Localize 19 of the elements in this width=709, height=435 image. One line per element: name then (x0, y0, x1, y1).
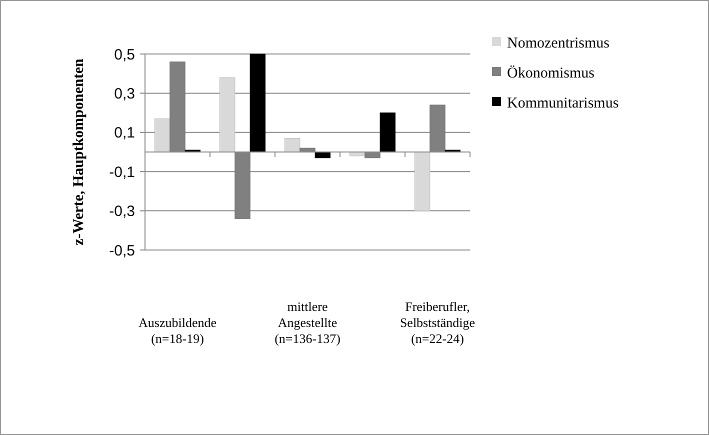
y-tick-label: -0,3 (109, 203, 135, 220)
y-tick-label: 0,5 (114, 46, 135, 64)
bar (220, 77, 236, 152)
bar (154, 118, 170, 152)
legend-label: Nomozentrismus (507, 35, 610, 52)
y-tick-label: 0,3 (114, 85, 135, 102)
y-axis-title: z-Werte, Hauptkomponenten (71, 58, 87, 246)
y-tick-label: -0,5 (109, 242, 135, 260)
y-tick-label: -0,1 (109, 164, 135, 181)
bar (414, 152, 430, 212)
bar (250, 54, 266, 152)
bar (284, 138, 300, 152)
legend-label: Kommunitarismus (507, 95, 619, 112)
bar (380, 112, 396, 152)
legend-label: Ökonomismus (507, 64, 595, 82)
x-tick-label: Freiberufler, Selbstständige (n=22-24) (400, 299, 476, 346)
y-tick-label: 0,1 (114, 124, 135, 142)
x-tick-label: Auszubildende (n=18-19) (138, 315, 217, 346)
x-tick-label: mittlere Angestellte (n=136-137) (274, 299, 340, 346)
